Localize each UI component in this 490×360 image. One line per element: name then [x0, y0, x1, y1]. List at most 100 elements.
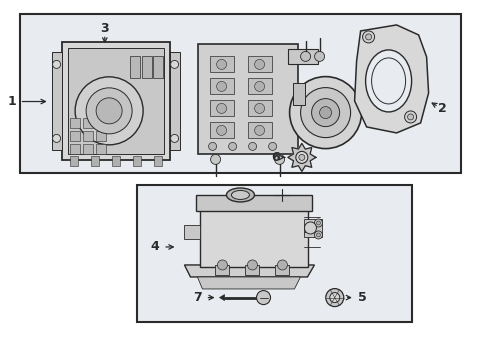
- Bar: [96, 118, 106, 129]
- Circle shape: [312, 99, 340, 127]
- Bar: [112, 156, 120, 166]
- Circle shape: [217, 103, 226, 113]
- Bar: [196, 195, 313, 211]
- Circle shape: [315, 231, 322, 239]
- Circle shape: [257, 291, 270, 305]
- Ellipse shape: [226, 188, 254, 202]
- Circle shape: [366, 34, 371, 40]
- Bar: [184, 225, 200, 239]
- Bar: [83, 131, 93, 141]
- Circle shape: [247, 260, 257, 270]
- Circle shape: [255, 125, 265, 135]
- Bar: [129, 57, 140, 78]
- Circle shape: [217, 81, 226, 91]
- Bar: [247, 78, 271, 94]
- Circle shape: [326, 289, 344, 307]
- Circle shape: [209, 143, 217, 150]
- Circle shape: [211, 154, 220, 165]
- Text: 3: 3: [100, 22, 109, 35]
- Bar: [62, 42, 170, 161]
- Circle shape: [255, 59, 265, 69]
- Circle shape: [363, 31, 374, 43]
- Bar: [200, 207, 308, 267]
- Text: 4: 4: [151, 240, 160, 253]
- Circle shape: [315, 219, 322, 227]
- Ellipse shape: [366, 50, 412, 112]
- Circle shape: [296, 152, 308, 163]
- Bar: [170, 53, 180, 150]
- Ellipse shape: [231, 190, 249, 199]
- Bar: [210, 78, 234, 94]
- Circle shape: [229, 143, 237, 150]
- Ellipse shape: [371, 58, 406, 104]
- Bar: [247, 100, 271, 116]
- Bar: [137, 185, 412, 322]
- Circle shape: [299, 154, 305, 161]
- Circle shape: [315, 51, 324, 62]
- Polygon shape: [355, 25, 429, 133]
- Circle shape: [269, 143, 276, 150]
- Bar: [216, 265, 229, 275]
- Bar: [83, 144, 93, 154]
- Circle shape: [319, 107, 332, 118]
- Circle shape: [96, 98, 122, 124]
- Bar: [152, 57, 163, 78]
- Text: 2: 2: [438, 103, 447, 116]
- Circle shape: [330, 293, 340, 302]
- Bar: [197, 44, 297, 154]
- Circle shape: [300, 51, 311, 62]
- Ellipse shape: [304, 222, 317, 234]
- Circle shape: [317, 221, 320, 225]
- Text: 7: 7: [193, 291, 202, 304]
- Bar: [70, 118, 79, 129]
- Circle shape: [86, 88, 132, 134]
- Bar: [293, 83, 305, 105]
- Circle shape: [52, 60, 61, 68]
- Bar: [247, 122, 271, 138]
- Polygon shape: [220, 294, 224, 301]
- Bar: [20, 14, 461, 173]
- Text: 1: 1: [7, 95, 16, 108]
- Circle shape: [217, 59, 226, 69]
- Circle shape: [274, 154, 285, 165]
- Bar: [133, 156, 141, 166]
- Bar: [96, 144, 106, 154]
- Circle shape: [255, 103, 265, 113]
- Polygon shape: [288, 143, 316, 171]
- Text: 6: 6: [271, 151, 280, 164]
- Circle shape: [277, 260, 288, 270]
- Circle shape: [317, 233, 320, 237]
- Bar: [247, 57, 271, 72]
- Bar: [210, 100, 234, 116]
- Bar: [68, 48, 164, 154]
- Bar: [83, 118, 93, 129]
- Bar: [275, 265, 290, 275]
- Circle shape: [248, 143, 257, 150]
- Circle shape: [217, 125, 226, 135]
- Circle shape: [405, 111, 416, 123]
- Circle shape: [171, 134, 178, 143]
- Bar: [210, 57, 234, 72]
- Text: 5: 5: [358, 291, 367, 304]
- Bar: [70, 131, 79, 141]
- Polygon shape: [184, 265, 315, 277]
- Circle shape: [52, 134, 61, 143]
- Circle shape: [218, 260, 227, 270]
- Circle shape: [290, 77, 362, 149]
- Bar: [153, 156, 162, 166]
- Circle shape: [255, 81, 265, 91]
- Bar: [142, 57, 151, 78]
- Polygon shape: [197, 277, 300, 289]
- Bar: [91, 156, 98, 166]
- Bar: [70, 144, 79, 154]
- Bar: [210, 122, 234, 138]
- Bar: [304, 219, 322, 237]
- Bar: [70, 156, 77, 166]
- Circle shape: [75, 77, 143, 145]
- Circle shape: [408, 114, 414, 120]
- Circle shape: [171, 60, 178, 68]
- Bar: [245, 265, 259, 275]
- Bar: [51, 53, 62, 150]
- Polygon shape: [288, 49, 318, 64]
- Circle shape: [300, 87, 351, 138]
